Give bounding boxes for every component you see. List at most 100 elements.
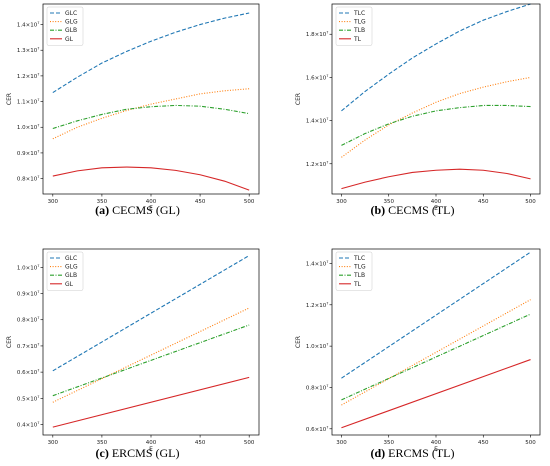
caption-d-text: ERCMS (TL) <box>388 446 455 460</box>
x-tick-label: 500 <box>525 199 536 205</box>
series-line-tlc <box>341 251 531 379</box>
y-tick-mantissa: 1.0×10 <box>17 265 38 271</box>
x-tick-label: 300 <box>48 199 59 205</box>
legend-label-glg: GLG <box>65 264 78 271</box>
legend-label-tlg: TLG <box>353 19 366 26</box>
y-tick-mantissa: 1.2×10 <box>17 74 38 80</box>
caption-d: (d) ERCMS (TL) <box>275 446 550 461</box>
y-tick-exponent: 7 <box>37 342 39 346</box>
y-tick-exponent: 7 <box>37 149 39 153</box>
y-tick-label: 0.6×107 <box>306 425 329 433</box>
chart-panel-c: 300 350 400 450 500 0.4×107 0.5×107 0.6×107 0.7×… <box>0 233 275 466</box>
legend-label-tlg: TLG <box>353 264 366 271</box>
y-tick-mantissa: 1.4×10 <box>306 261 327 267</box>
y-tick-label: 0.8×107 <box>17 316 40 324</box>
series-line-glb <box>52 104 250 130</box>
x-tick-label: 450 <box>195 440 206 446</box>
x-axis-label: E <box>434 205 438 212</box>
legend-label-tl: TL <box>353 36 362 43</box>
x-tick-label: 500 <box>244 440 255 446</box>
x-tick-label: 400 <box>431 199 442 205</box>
series-line-glc <box>52 12 250 94</box>
y-tick-exponent: 7 <box>37 98 39 102</box>
y-tick-mantissa: 0.8×10 <box>306 385 327 391</box>
y-axis-label: CER <box>6 93 13 105</box>
y-tick-mantissa: 1.4×10 <box>17 23 38 29</box>
x-tick-label: 350 <box>97 199 108 205</box>
chart-panel-d: 300 350 400 450 500 0.6×107 0.8×107 1.0×107 1.2×… <box>275 233 550 466</box>
y-tick-label: 1.4×107 <box>306 260 329 268</box>
legend-label-tlb: TLB <box>353 272 365 279</box>
x-tick-label: 500 <box>525 440 536 446</box>
y-tick-mantissa: 0.8×10 <box>17 177 38 183</box>
y-tick-label: 1.2×107 <box>306 301 329 309</box>
series-line-tl <box>341 168 531 190</box>
y-tick-exponent: 7 <box>326 117 328 121</box>
chart-c: 300 350 400 450 5000.4×1070.5×1070.6×1070.7×… <box>6 248 260 453</box>
series-line-gl <box>52 376 250 428</box>
y-tick-label: 1.0×107 <box>17 124 40 132</box>
y-tick-mantissa: 1.4×10 <box>306 119 327 125</box>
legend-box <box>335 251 373 291</box>
y-tick-exponent: 7 <box>326 31 328 35</box>
x-tick-label: 400 <box>146 440 157 446</box>
y-tick-label: 0.6×107 <box>17 369 40 377</box>
y-tick-exponent: 7 <box>326 425 328 429</box>
legend-label-tl: TL <box>353 281 362 288</box>
y-tick-exponent: 7 <box>37 369 39 373</box>
y-axis-label: CER <box>295 93 302 105</box>
y-tick-mantissa: 0.9×10 <box>17 151 38 157</box>
series-line-tlg <box>341 76 531 158</box>
x-axis-label: E <box>149 205 153 212</box>
x-tick-label: 300 <box>336 440 347 446</box>
y-tick-exponent: 7 <box>37 21 39 25</box>
caption-b-letter: (b) <box>370 203 386 217</box>
legend-box <box>335 6 373 46</box>
y-tick-exponent: 7 <box>326 260 328 264</box>
y-tick-label: 1.4×107 <box>306 117 329 125</box>
y-tick-label: 1.2×107 <box>306 160 329 168</box>
y-tick-mantissa: 1.6×10 <box>306 75 327 81</box>
y-tick-label: 0.5×107 <box>17 395 40 403</box>
y-tick-mantissa: 0.9×10 <box>17 292 38 298</box>
x-tick-label: 450 <box>195 199 206 205</box>
series-line-glb <box>52 324 250 397</box>
series-line-tlc <box>341 3 531 112</box>
y-tick-exponent: 7 <box>326 160 328 164</box>
caption-c: (c) ERCMS (GL) <box>0 446 275 461</box>
chart-a: 300 350 400 450 5000.8×1070.9×1071.0×1071.1×… <box>6 3 260 212</box>
y-tick-label: 0.4×107 <box>17 421 40 429</box>
y-tick-label: 0.9×107 <box>17 290 40 298</box>
y-tick-mantissa: 1.3×10 <box>17 48 38 54</box>
y-tick-label: 0.8×107 <box>17 175 40 183</box>
y-tick-exponent: 7 <box>326 74 328 78</box>
y-tick-label: 1.8×107 <box>306 31 329 39</box>
legend-label-tlc: TLC <box>353 10 365 17</box>
legend-label-glb: GLB <box>65 272 77 279</box>
y-tick-mantissa: 1.2×10 <box>306 303 327 309</box>
x-tick-label: 450 <box>478 199 489 205</box>
legend-box <box>46 6 84 46</box>
caption-a: (a) CECMS (GL) <box>0 203 275 218</box>
y-tick-label: 1.0×107 <box>306 343 329 351</box>
x-tick-label: 350 <box>383 199 394 205</box>
y-tick-label: 1.1×107 <box>17 98 40 106</box>
legend-label-gl: GL <box>65 36 74 43</box>
y-tick-exponent: 7 <box>37 47 39 51</box>
series-line-tl <box>341 359 531 429</box>
series-line-tlg <box>341 299 531 406</box>
chart-panel-b: 300 350 400 450 500 1.2×107 1.4×107 1.6×107 1.8×… <box>275 0 550 233</box>
legend-label-tlc: TLC <box>353 255 365 262</box>
y-tick-label: 1.3×107 <box>17 47 40 55</box>
y-tick-exponent: 7 <box>37 316 39 320</box>
caption-c-letter: (c) <box>95 446 109 460</box>
caption-b-text: CECMS (TL) <box>388 203 455 217</box>
y-tick-mantissa: 0.4×10 <box>17 423 38 429</box>
legend-label-glg: GLG <box>65 19 78 26</box>
y-tick-exponent: 7 <box>326 343 328 347</box>
legend-label-tlb: TLB <box>353 27 365 34</box>
chart-panel-a: 300 350 400 450 500 0.8×107 0.9×107 1.0×107 1.1×… <box>0 0 275 233</box>
